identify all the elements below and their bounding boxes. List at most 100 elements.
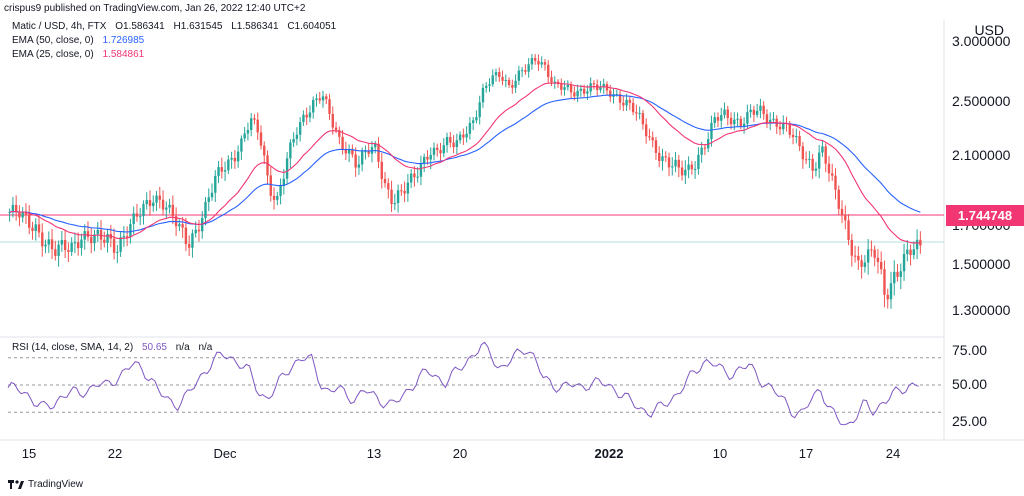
rsi-tick: 50.00 bbox=[952, 376, 988, 392]
candle-body bbox=[452, 142, 455, 148]
candle-body bbox=[380, 161, 383, 179]
candle-body bbox=[478, 102, 481, 118]
candle-body bbox=[537, 60, 540, 65]
candle-body bbox=[716, 117, 720, 121]
candle-body bbox=[432, 147, 436, 155]
candle-body bbox=[471, 120, 475, 123]
candle-body bbox=[658, 152, 661, 162]
candle-body bbox=[808, 158, 811, 160]
candle-body bbox=[129, 224, 132, 238]
candle-body bbox=[328, 99, 331, 114]
candle-body bbox=[406, 182, 410, 194]
candle-body bbox=[533, 58, 537, 61]
ema50-legend[interactable]: EMA (50, close, 0) 1.726985 bbox=[12, 35, 144, 46]
ema50-line bbox=[9, 94, 921, 233]
candle-body bbox=[83, 231, 86, 240]
candle-body bbox=[37, 224, 41, 233]
candle-body bbox=[403, 190, 406, 194]
candle-body bbox=[256, 119, 259, 133]
candle-body bbox=[47, 239, 51, 245]
candle-body bbox=[628, 99, 632, 103]
candle-body bbox=[684, 169, 687, 176]
candle-body bbox=[517, 70, 521, 81]
candle-body bbox=[409, 173, 413, 183]
candle-body bbox=[811, 158, 814, 171]
candle-body bbox=[795, 136, 798, 138]
candle-body bbox=[804, 159, 808, 161]
candle-body bbox=[93, 234, 96, 244]
ohlc-close: C1.604051 bbox=[287, 21, 337, 32]
ema25-value: 1.584861 bbox=[102, 49, 145, 60]
candle-body bbox=[377, 143, 380, 162]
candle-body bbox=[116, 251, 119, 253]
candle-body bbox=[609, 90, 612, 97]
tradingview-logo[interactable]: TradingView bbox=[8, 479, 83, 490]
candle-body bbox=[145, 200, 148, 205]
candle-body bbox=[886, 294, 889, 300]
candle-body bbox=[798, 136, 801, 147]
time-tick: 13 bbox=[366, 446, 382, 461]
candle-body bbox=[112, 238, 116, 253]
candle-body bbox=[883, 269, 886, 295]
candle-body bbox=[390, 189, 393, 205]
candle-body bbox=[8, 212, 11, 213]
candle-body bbox=[876, 257, 880, 262]
candle-body bbox=[90, 237, 93, 244]
rsi-value: 50.65 bbox=[141, 342, 167, 353]
time-tick: 15 bbox=[21, 446, 37, 461]
candle-body bbox=[50, 239, 54, 250]
candle-body bbox=[354, 154, 357, 168]
candle-body bbox=[553, 81, 556, 83]
time-tick: 24 bbox=[885, 446, 901, 461]
candle-body bbox=[34, 224, 37, 231]
candle-body bbox=[321, 96, 325, 101]
current-price-tag[interactable]: 1.744748 bbox=[946, 205, 1024, 226]
candle-body bbox=[344, 149, 348, 154]
candle-body bbox=[769, 119, 772, 123]
candle-body bbox=[227, 159, 230, 171]
candle-body bbox=[259, 132, 263, 146]
candle-body bbox=[746, 112, 749, 124]
candle-body bbox=[729, 117, 733, 125]
candle-body bbox=[687, 164, 690, 170]
candle-body bbox=[305, 114, 308, 118]
candle-body bbox=[527, 64, 530, 72]
candle-body bbox=[782, 122, 785, 130]
candle-body bbox=[236, 151, 240, 162]
ema50-label: EMA (50, close, 0) bbox=[12, 35, 94, 46]
candle-body bbox=[187, 244, 191, 248]
candle-body bbox=[465, 133, 468, 138]
rsi-legend[interactable]: RSI (14, close, SMA, 14, 2) 50.65 n/a n/… bbox=[12, 342, 212, 353]
candle-body bbox=[458, 134, 462, 141]
candle-body bbox=[752, 109, 756, 115]
candle-body bbox=[834, 175, 837, 190]
candle-body bbox=[664, 156, 667, 158]
candle-body bbox=[706, 139, 710, 149]
candle-body bbox=[726, 109, 729, 118]
candle-body bbox=[501, 76, 504, 81]
candle-body bbox=[909, 249, 912, 255]
candle-body bbox=[393, 203, 397, 205]
candle-body bbox=[67, 249, 70, 252]
candle-body bbox=[638, 113, 641, 115]
symbol-name[interactable]: Matic / USD, 4h, FTX bbox=[12, 21, 107, 32]
candle-body bbox=[44, 244, 47, 247]
time-tick: Dec bbox=[213, 446, 237, 461]
candle-body bbox=[161, 199, 165, 210]
candle-body bbox=[325, 96, 328, 100]
candle-body bbox=[778, 126, 782, 130]
candle-body bbox=[449, 137, 452, 143]
candle-body bbox=[331, 113, 334, 128]
candle-body bbox=[690, 164, 694, 170]
candle-body bbox=[733, 119, 736, 125]
candle-body bbox=[289, 142, 292, 159]
candle-body bbox=[387, 183, 390, 190]
candle-body bbox=[416, 176, 419, 178]
ema25-legend[interactable]: EMA (25, close, 0) 1.584861 bbox=[12, 49, 144, 60]
candle-body bbox=[677, 159, 681, 168]
candle-body bbox=[514, 80, 517, 88]
candle-body bbox=[18, 212, 21, 218]
candle-body bbox=[618, 94, 622, 103]
candle-body bbox=[442, 145, 445, 154]
